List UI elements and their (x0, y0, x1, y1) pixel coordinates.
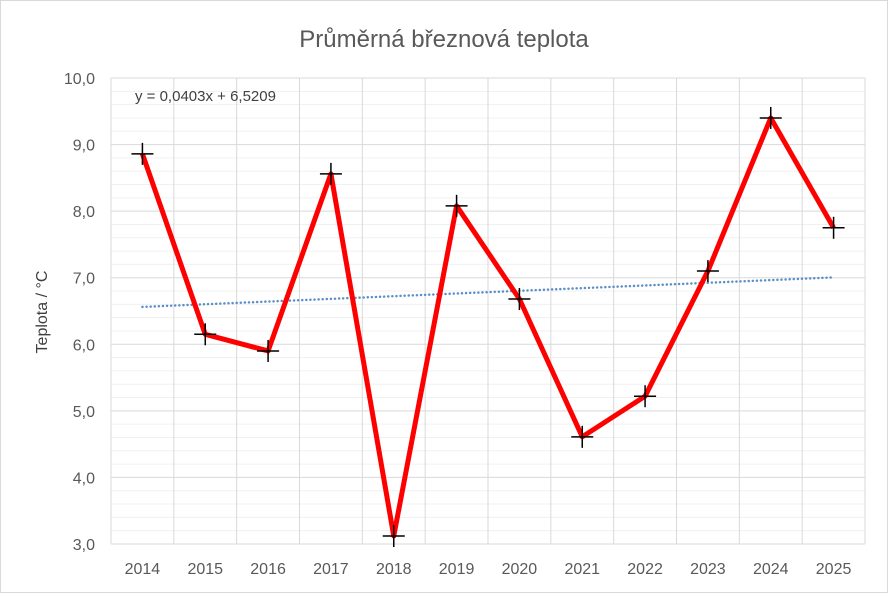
data-point-marker (257, 339, 280, 362)
x-tick-label: 2015 (187, 561, 223, 578)
x-tick-label: 2024 (753, 561, 789, 578)
trendline (141, 276, 835, 309)
data-point-marker (634, 385, 657, 408)
chart-title: Průměrná březnová teplota (299, 26, 589, 53)
data-point-marker (508, 288, 531, 311)
y-tick-label: 6,0 (73, 337, 95, 354)
x-tick-labels: 2014 2015 2016 2017 2018 2019 2020 2021 2022 2023… (125, 561, 852, 578)
x-tick-label: 2023 (690, 561, 726, 578)
data-point-marker (382, 525, 405, 548)
y-tick-label: 4,0 (73, 470, 95, 487)
y-tick-label: 3,0 (73, 537, 95, 554)
x-tick-label: 2021 (564, 561, 600, 578)
data-point-marker (696, 260, 719, 283)
x-tick-label: 2017 (313, 561, 349, 578)
y-tick-label: 5,0 (73, 404, 95, 421)
data-point-marker (445, 194, 468, 217)
data-point-marker (131, 142, 154, 165)
data-point-marker (822, 216, 845, 239)
y-tick-label: 7,0 (73, 271, 95, 288)
y-tick-labels: 3,0 4,0 5,0 6,0 7,0 8,0 9,0 10,0 (64, 71, 95, 554)
trendline-equation: y = 0,0403x + 6,5209 (135, 88, 276, 105)
grid-lines (110, 77, 866, 545)
x-tick-label: 2018 (376, 561, 412, 578)
data-point-marker (194, 323, 217, 346)
x-tick-label: 2025 (816, 561, 852, 578)
x-tick-label: 2022 (627, 561, 663, 578)
y-tick-label: 8,0 (73, 204, 95, 221)
data-point-marker (759, 106, 782, 129)
y-axis-label: Teplota / °C (34, 271, 51, 354)
x-tick-label: 2016 (250, 561, 286, 578)
data-point-marker (319, 162, 342, 185)
x-tick-label: 2020 (502, 561, 538, 578)
series-line (140, 115, 836, 539)
x-tick-label: 2019 (439, 561, 475, 578)
y-tick-label: 9,0 (73, 138, 95, 155)
data-point-marker (571, 425, 594, 448)
x-tick-label: 2014 (125, 561, 161, 578)
series-group (131, 106, 845, 548)
y-tick-label: 10,0 (64, 71, 95, 88)
trendline-group (141, 276, 835, 309)
